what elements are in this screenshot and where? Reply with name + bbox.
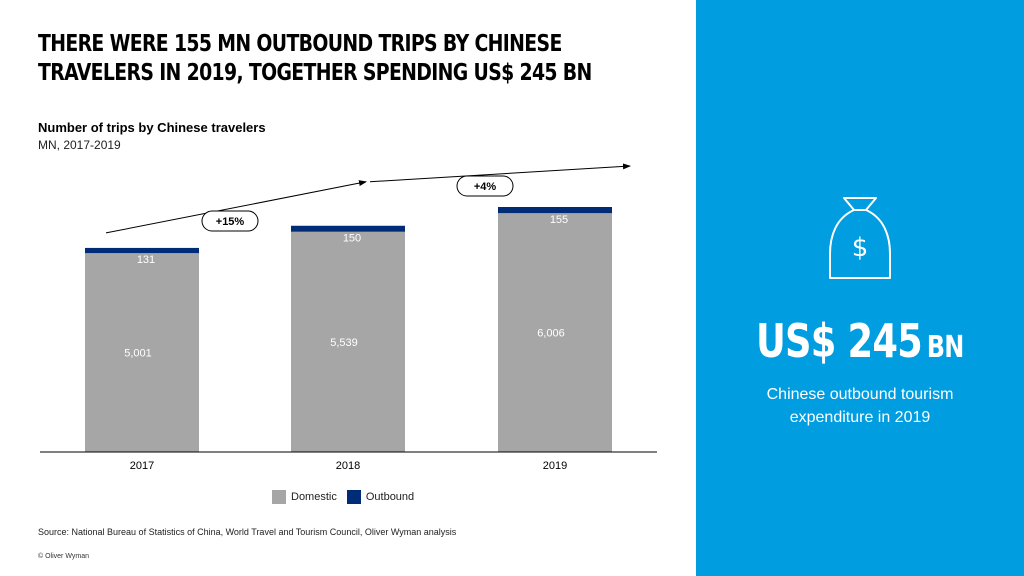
growth-bubble-2 <box>456 175 514 197</box>
legend-label-outbound: Outbound <box>365 491 415 503</box>
data-label-outbound-2019: 155 <box>550 214 568 226</box>
growth-bubble-1 <box>201 210 259 232</box>
headline-line-2: TRAVELERS IN 2019, TOGETHER SPENDING US$… <box>38 60 592 86</box>
data-label-domestic-2017: 5,001 <box>124 348 152 360</box>
chart-subtitle: MN, 2017-2019 <box>38 138 121 152</box>
x-tick-label-2018: 2018 <box>336 460 360 472</box>
chart-title: Number of trips by Chinese travelers <box>38 120 266 135</box>
legend-swatch-domestic <box>272 490 286 504</box>
stacked-bar-chart: 5,001 131 2017 5,539 150 2018 6,006 155 2019 +15%… <box>40 163 657 472</box>
growth-label-2: +4% <box>474 181 497 193</box>
legend-swatch-outbound <box>346 490 361 504</box>
bar-outbound-2019 <box>498 207 612 214</box>
growth-label-1: +15% <box>216 216 245 228</box>
data-label-outbound-2017: 131 <box>137 254 155 266</box>
bar-outbound-2017 <box>85 247 199 254</box>
bar-outbound-2018 <box>291 225 405 232</box>
bar-domestic-2018 <box>291 231 405 452</box>
money-bag-dollar-icon: $ <box>829 197 891 279</box>
legend-item-outbound: Outbound <box>346 490 415 504</box>
headline-line-1: THERE WERE 155 MN OUTBOUND TRIPS BY CHIN… <box>38 31 562 57</box>
legend-item-domestic: Domestic <box>272 490 337 504</box>
data-label-domestic-2018: 5,539 <box>330 337 358 349</box>
chart-legend: Domestic Outbound <box>272 490 424 504</box>
bar-domestic-2017 <box>85 253 199 452</box>
x-tick-label-2017: 2017 <box>130 460 154 472</box>
copyright-note: © Oliver Wyman <box>38 553 89 560</box>
svg-text:$: $ <box>852 233 869 263</box>
data-label-domestic-2019: 6,006 <box>537 328 565 340</box>
legend-label-domestic: Domestic <box>291 491 337 503</box>
bar-domestic-2019 <box>498 213 612 452</box>
spending-unit: BN <box>927 330 965 365</box>
growth-arrow-2017-2018 <box>105 180 367 234</box>
spending-caption: Chinese outbound tourism expenditure in … <box>696 383 1024 429</box>
spending-caption-line-2: expenditure in 2019 <box>789 409 931 426</box>
spending-amount: US$ 245 <box>756 314 923 368</box>
side-panel: $ US$ 245 BN Chinese outbound tourism exp… <box>696 0 1024 576</box>
x-tick-label-2019: 2019 <box>543 460 567 472</box>
spending-caption-line-1: Chinese outbound tourism <box>766 386 954 403</box>
growth-arrow-2018-2019 <box>369 163 631 183</box>
headline: THERE WERE 155 MN OUTBOUND TRIPS BY CHIN… <box>38 30 592 88</box>
source-note: Source: National Bureau of Statistics of… <box>38 527 457 537</box>
spending-figure: US$ 245 BN <box>696 314 1024 368</box>
data-label-outbound-2018: 150 <box>343 233 361 245</box>
